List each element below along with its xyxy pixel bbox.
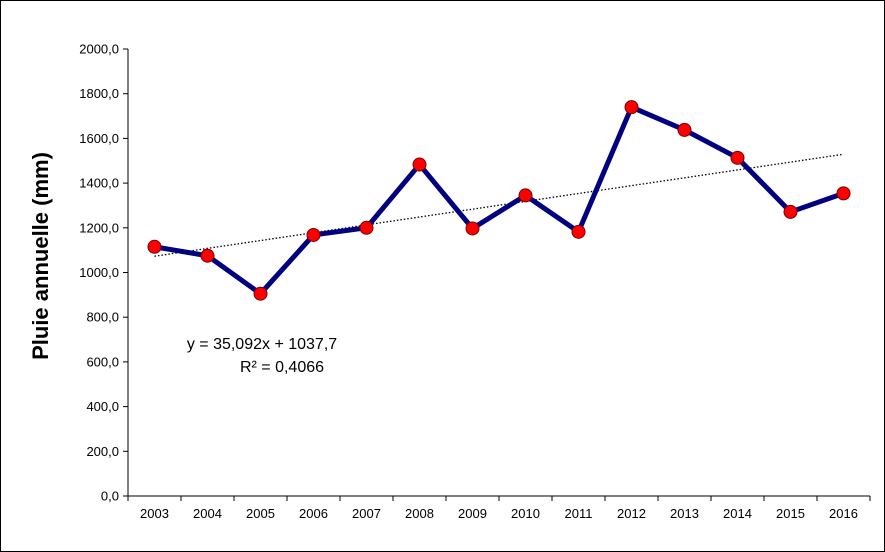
x-tick-label: 2008 <box>405 506 434 521</box>
x-tick-label: 2003 <box>140 506 169 521</box>
y-tick-label: 1000,0 <box>79 265 119 280</box>
x-tick-label: 2007 <box>352 506 381 521</box>
x-tick-label: 2009 <box>458 506 487 521</box>
data-point <box>465 221 480 236</box>
data-point <box>200 248 215 263</box>
data-point <box>412 157 427 172</box>
x-tick-label: 2012 <box>617 506 646 521</box>
series-line <box>152 104 846 297</box>
x-tick-label: 2005 <box>246 506 275 521</box>
trendline <box>154 153 844 257</box>
data-point <box>624 100 639 115</box>
data-point <box>677 122 692 137</box>
data-point <box>730 150 745 165</box>
x-tick-label: 2015 <box>776 506 805 521</box>
data-point <box>253 286 268 301</box>
trendline-equation: y = 35,092x + 1037,7 <box>187 336 337 353</box>
x-tick-label: 2004 <box>193 506 222 521</box>
y-tick-label: 400,0 <box>86 399 119 414</box>
y-tick-label: 1600,0 <box>79 131 119 146</box>
y-tick-label: 2000,0 <box>79 42 119 57</box>
x-tick-label: 2016 <box>829 506 858 521</box>
y-tick-label: 0,0 <box>101 489 119 504</box>
y-tick-label: 1800,0 <box>79 86 119 101</box>
data-point <box>783 204 798 219</box>
x-tick-label: 2011 <box>565 506 593 521</box>
data-point <box>306 227 321 242</box>
data-point <box>836 186 851 201</box>
data-point <box>147 239 162 254</box>
x-tick-label: 2006 <box>299 506 328 521</box>
y-tick-label: 1400,0 <box>79 176 119 191</box>
y-tick-label: 800,0 <box>86 310 119 325</box>
x-tick-label: 2013 <box>670 506 699 521</box>
data-point <box>359 220 374 235</box>
y-tick-label: 200,0 <box>86 444 119 459</box>
data-point <box>518 188 533 203</box>
y-tick-label: 1200,0 <box>79 220 119 235</box>
x-tick-label: 2010 <box>511 506 540 521</box>
y-axis-label: Pluie annuelle (mm) <box>28 152 53 360</box>
data-point <box>571 224 586 239</box>
trendline-r2: R² = 0,4066 <box>240 359 324 376</box>
y-tick-label: 600,0 <box>86 354 119 369</box>
x-tick-label: 2014 <box>723 506 752 521</box>
